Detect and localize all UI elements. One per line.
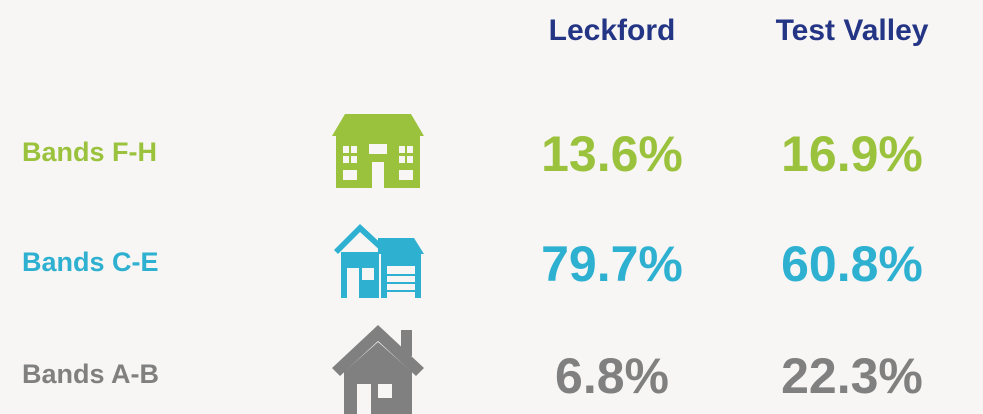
cell-value: 60.8%	[781, 236, 923, 292]
cell-value: 79.7%	[541, 236, 683, 292]
cell-value: 13.6%	[541, 126, 683, 182]
row-label: Bands A-B	[22, 359, 159, 389]
row-label: Bands F-H	[22, 137, 157, 167]
column-header: Leckford	[549, 14, 676, 47]
column-header: Test Valley	[776, 14, 929, 47]
house-small-icon	[332, 325, 424, 414]
house-large-icon	[332, 114, 424, 188]
cell-value: 22.3%	[781, 348, 923, 404]
house-garage-icon	[334, 224, 424, 298]
cell-value: 6.8%	[555, 348, 669, 404]
cell-value: 16.9%	[781, 126, 923, 182]
row-label: Bands C-E	[22, 247, 159, 277]
